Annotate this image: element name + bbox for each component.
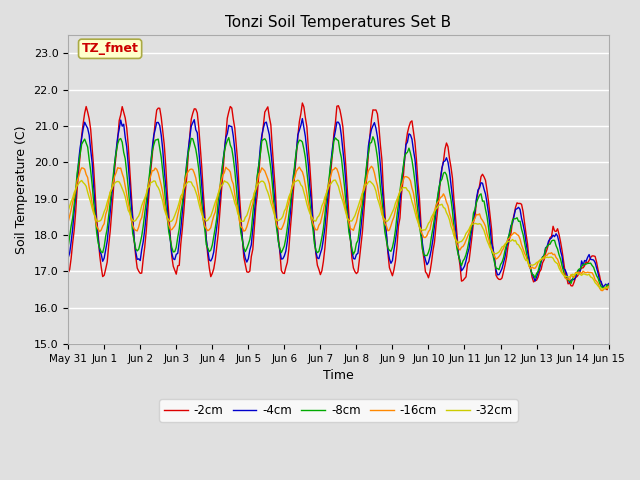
-32cm: [392, 200, 399, 206]
-32cm: [294, 177, 301, 183]
-16cm: [605, 284, 612, 289]
-2cm: [392, 258, 399, 264]
-16cm: [367, 163, 375, 169]
-32cm: [79, 180, 87, 185]
-32cm: [540, 255, 548, 261]
-32cm: [597, 286, 605, 292]
Line: -8cm: -8cm: [68, 137, 609, 288]
Line: -4cm: -4cm: [68, 119, 609, 287]
-16cm: [165, 222, 173, 228]
Line: -2cm: -2cm: [68, 103, 609, 290]
-8cm: [374, 155, 381, 160]
-16cm: [79, 165, 87, 171]
-32cm: [404, 187, 412, 193]
-4cm: [165, 222, 173, 228]
-16cm: [374, 183, 381, 189]
-32cm: [165, 217, 173, 223]
-2cm: [79, 120, 87, 126]
-4cm: [540, 252, 548, 258]
-8cm: [79, 139, 87, 144]
-8cm: [165, 229, 173, 235]
-4cm: [298, 116, 306, 121]
-8cm: [64, 244, 72, 250]
-16cm: [404, 174, 412, 180]
-2cm: [605, 282, 612, 288]
-4cm: [79, 126, 87, 132]
-16cm: [64, 219, 72, 225]
-8cm: [369, 134, 377, 140]
-16cm: [599, 288, 607, 293]
-16cm: [540, 254, 548, 260]
-4cm: [605, 281, 612, 287]
-32cm: [605, 285, 612, 290]
Y-axis label: Soil Temperature (C): Soil Temperature (C): [15, 125, 28, 254]
-32cm: [64, 208, 72, 214]
-4cm: [599, 284, 607, 289]
-2cm: [604, 287, 611, 293]
-2cm: [64, 270, 72, 276]
Text: TZ_fmet: TZ_fmet: [82, 42, 138, 55]
-8cm: [602, 286, 609, 291]
Title: Tonzi Soil Temperatures Set B: Tonzi Soil Temperatures Set B: [225, 15, 451, 30]
-8cm: [392, 227, 399, 233]
-16cm: [392, 207, 399, 213]
-2cm: [165, 211, 173, 216]
-4cm: [392, 238, 399, 243]
-8cm: [404, 149, 412, 155]
-32cm: [374, 195, 381, 201]
-8cm: [540, 253, 548, 259]
-2cm: [298, 100, 306, 106]
-8cm: [605, 283, 612, 289]
-2cm: [404, 130, 412, 136]
X-axis label: Time: Time: [323, 369, 354, 382]
Line: -16cm: -16cm: [68, 166, 609, 290]
Line: -32cm: -32cm: [68, 180, 609, 289]
Legend: -2cm, -4cm, -8cm, -16cm, -32cm: -2cm, -4cm, -8cm, -16cm, -32cm: [159, 399, 518, 421]
-4cm: [404, 139, 412, 145]
-2cm: [374, 111, 381, 117]
-4cm: [64, 255, 72, 261]
-4cm: [374, 134, 381, 140]
-2cm: [540, 257, 548, 263]
